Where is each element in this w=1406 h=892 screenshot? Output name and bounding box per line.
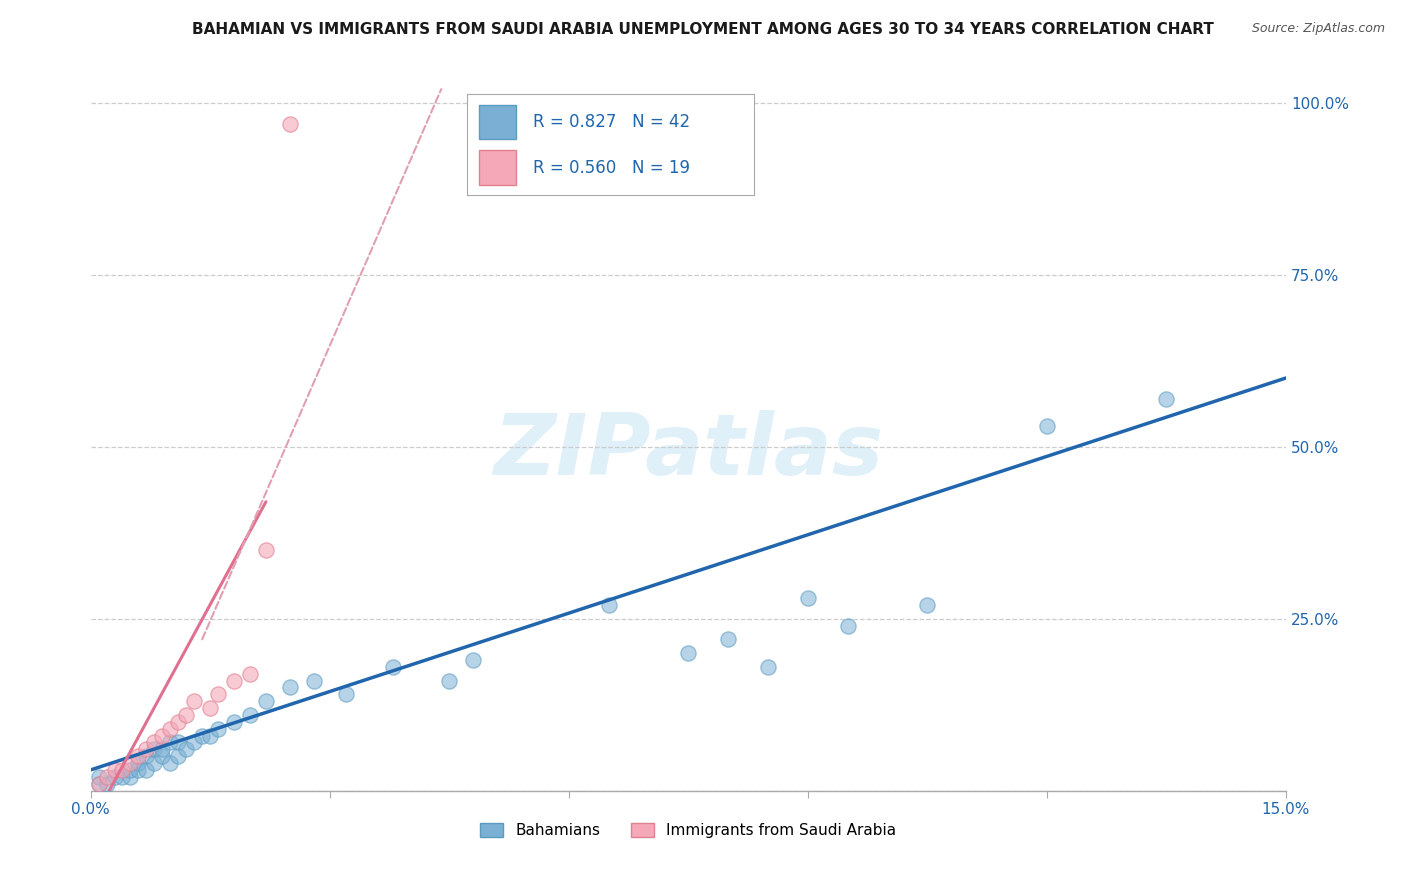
Point xyxy=(278,681,301,695)
Point xyxy=(120,756,142,770)
Point xyxy=(797,591,820,605)
Point xyxy=(302,673,325,688)
Point xyxy=(159,756,181,770)
Point xyxy=(222,714,245,729)
Point xyxy=(174,707,197,722)
Point xyxy=(111,770,134,784)
Point xyxy=(207,687,229,701)
Point xyxy=(96,770,118,784)
Point xyxy=(127,756,149,770)
Point xyxy=(254,694,277,708)
Point xyxy=(143,742,166,756)
Point xyxy=(239,666,262,681)
Point xyxy=(463,653,485,667)
Text: Source: ZipAtlas.com: Source: ZipAtlas.com xyxy=(1251,22,1385,36)
Point xyxy=(143,756,166,770)
Point xyxy=(174,742,197,756)
Point xyxy=(150,749,173,764)
Point xyxy=(335,687,357,701)
Point xyxy=(191,729,214,743)
Point xyxy=(167,735,190,749)
Point xyxy=(150,729,173,743)
Point xyxy=(111,763,134,777)
Point xyxy=(87,777,110,791)
Point xyxy=(717,632,740,647)
Point xyxy=(167,714,190,729)
Point xyxy=(167,749,190,764)
Point xyxy=(103,763,125,777)
Point xyxy=(678,646,700,660)
Legend: Bahamians, Immigrants from Saudi Arabia: Bahamians, Immigrants from Saudi Arabia xyxy=(474,817,903,845)
Point xyxy=(120,770,142,784)
Point xyxy=(198,729,221,743)
Point xyxy=(135,763,157,777)
Point xyxy=(135,749,157,764)
Point xyxy=(917,598,939,612)
Point xyxy=(239,707,262,722)
Point xyxy=(120,763,142,777)
Point xyxy=(198,701,221,715)
Point xyxy=(103,770,125,784)
Point xyxy=(222,673,245,688)
Point xyxy=(96,777,118,791)
Point xyxy=(598,598,620,612)
Point xyxy=(87,770,110,784)
Point xyxy=(254,542,277,557)
Point xyxy=(135,742,157,756)
Point xyxy=(183,694,205,708)
Point xyxy=(159,722,181,736)
Point xyxy=(143,735,166,749)
Point xyxy=(1156,392,1178,406)
Point xyxy=(382,660,405,674)
Point xyxy=(127,763,149,777)
Point xyxy=(207,722,229,736)
Point xyxy=(150,742,173,756)
Point xyxy=(183,735,205,749)
Text: ZIPatlas: ZIPatlas xyxy=(494,409,883,492)
Point xyxy=(127,749,149,764)
Point xyxy=(87,777,110,791)
Point xyxy=(837,618,859,632)
Point xyxy=(159,735,181,749)
Text: BAHAMIAN VS IMMIGRANTS FROM SAUDI ARABIA UNEMPLOYMENT AMONG AGES 30 TO 34 YEARS : BAHAMIAN VS IMMIGRANTS FROM SAUDI ARABIA… xyxy=(193,22,1213,37)
Point xyxy=(756,660,779,674)
Point xyxy=(439,673,461,688)
Point xyxy=(1036,419,1059,434)
Point xyxy=(278,116,301,130)
